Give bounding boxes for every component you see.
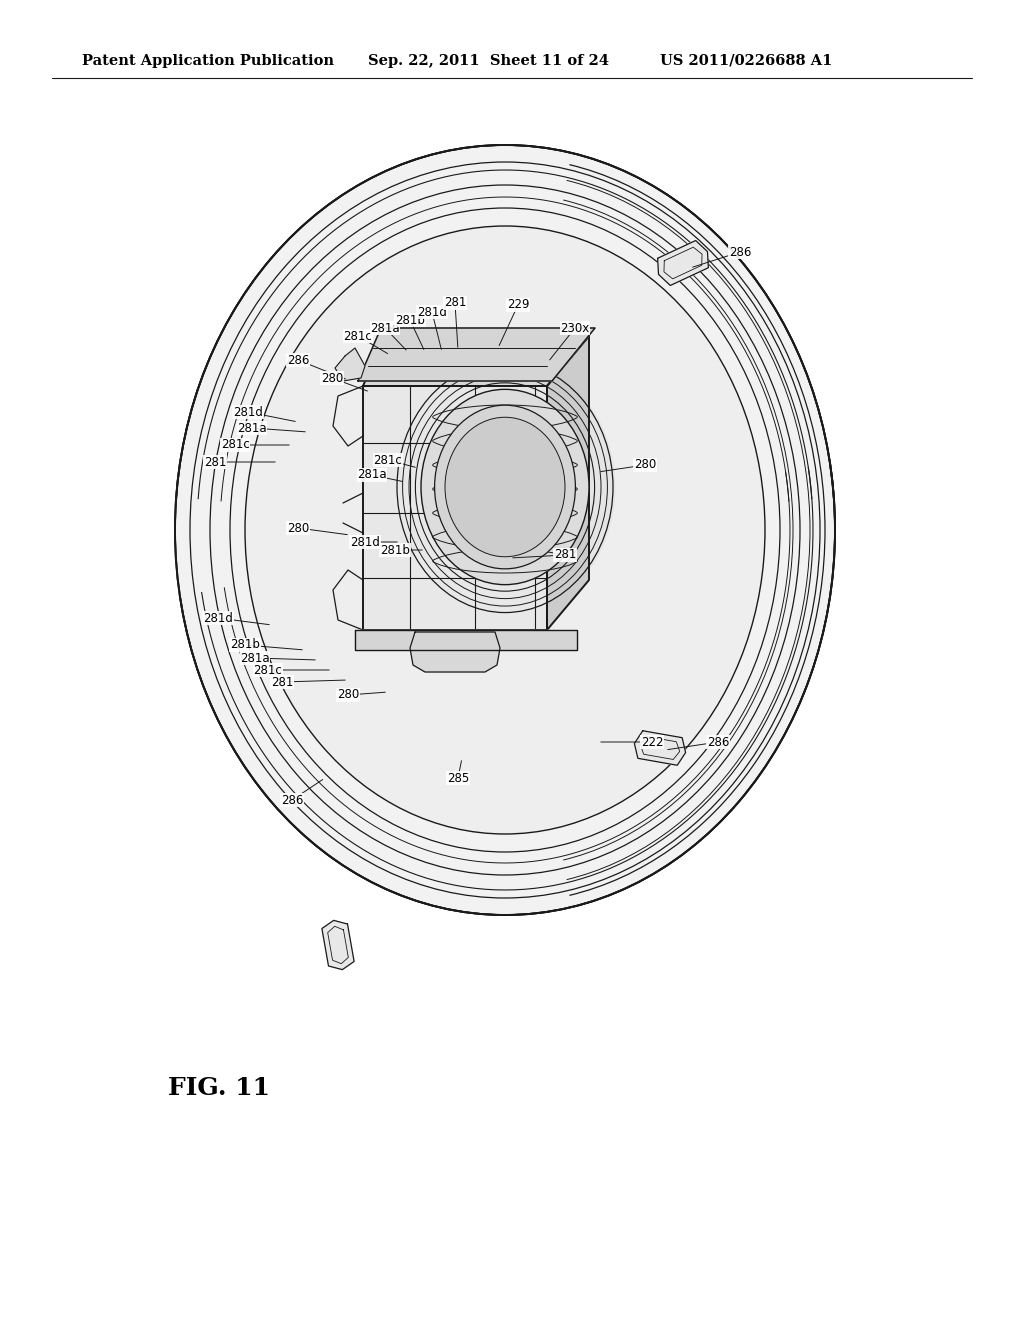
Polygon shape xyxy=(657,240,709,285)
Text: 286: 286 xyxy=(281,793,303,807)
Text: 230x: 230x xyxy=(560,322,590,334)
Text: 229: 229 xyxy=(507,298,529,312)
Ellipse shape xyxy=(175,145,835,915)
Ellipse shape xyxy=(245,226,765,834)
Text: 280: 280 xyxy=(287,521,309,535)
Text: 281c: 281c xyxy=(220,438,250,451)
Polygon shape xyxy=(547,337,589,630)
Text: 281: 281 xyxy=(554,549,577,561)
Text: 281a: 281a xyxy=(371,322,399,334)
Text: 281c: 281c xyxy=(254,664,283,676)
Polygon shape xyxy=(335,348,365,381)
Text: 281a: 281a xyxy=(238,421,267,434)
Polygon shape xyxy=(362,337,589,385)
Text: 286: 286 xyxy=(287,354,309,367)
Text: Patent Application Publication: Patent Application Publication xyxy=(82,54,334,69)
Text: 280: 280 xyxy=(321,371,343,384)
Text: 281c: 281c xyxy=(374,454,402,466)
Ellipse shape xyxy=(434,405,575,569)
Text: 280: 280 xyxy=(337,689,359,701)
Text: 222: 222 xyxy=(641,735,664,748)
Text: Sep. 22, 2011  Sheet 11 of 24: Sep. 22, 2011 Sheet 11 of 24 xyxy=(368,54,609,69)
Text: 280: 280 xyxy=(634,458,656,471)
Text: 281: 281 xyxy=(443,297,466,309)
Text: 281: 281 xyxy=(270,676,293,689)
Text: 281d: 281d xyxy=(417,305,446,318)
Text: 281b: 281b xyxy=(380,544,410,557)
Polygon shape xyxy=(322,920,354,970)
Text: 281a: 281a xyxy=(357,469,387,482)
Text: 286: 286 xyxy=(729,246,752,259)
Polygon shape xyxy=(355,630,577,649)
Text: FIG. 11: FIG. 11 xyxy=(168,1076,270,1100)
Text: 281a: 281a xyxy=(241,652,269,664)
Text: 281b: 281b xyxy=(395,314,425,326)
Ellipse shape xyxy=(445,417,565,557)
Text: 281d: 281d xyxy=(350,536,380,549)
Text: 286: 286 xyxy=(707,735,729,748)
Text: 281b: 281b xyxy=(230,639,260,652)
Text: 281d: 281d xyxy=(233,405,263,418)
Ellipse shape xyxy=(394,359,615,615)
Polygon shape xyxy=(410,632,500,672)
Polygon shape xyxy=(362,385,547,630)
Text: 281c: 281c xyxy=(344,330,373,342)
Ellipse shape xyxy=(421,389,589,585)
Polygon shape xyxy=(358,327,595,381)
Polygon shape xyxy=(635,731,686,766)
Text: US 2011/0226688 A1: US 2011/0226688 A1 xyxy=(660,54,833,69)
Text: 281: 281 xyxy=(204,455,226,469)
Text: 281d: 281d xyxy=(203,611,232,624)
Text: 285: 285 xyxy=(446,771,469,784)
